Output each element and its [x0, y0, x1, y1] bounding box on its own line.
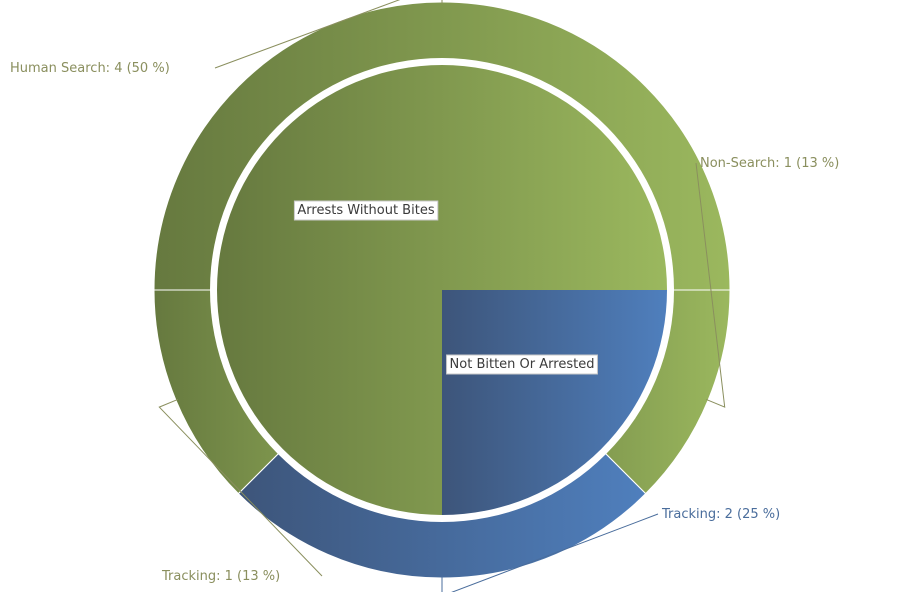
outer-label-tracking-1-13: Tracking: 1 (13 %) [161, 569, 280, 584]
outer-label-tracking-2-25: Tracking: 2 (25 %) [661, 507, 780, 522]
outer-label-non-search-1-13: Non-Search: 1 (13 %) [700, 156, 839, 171]
inner-slice-not-bitten-or-arrested [442, 290, 667, 515]
leader-line-tracking-1-13 [158, 398, 323, 577]
outer-label-human-search-4-50: Human Search: 4 (50 %) [10, 61, 170, 76]
labels: Non-Search: 1 (13 %) Tracking: 2 (25 %) Tr… [10, 61, 839, 584]
leader-line-tracking-2-25 [441, 513, 659, 592]
leader-line-non-search-1-13 [695, 162, 726, 408]
svg-text:Not Bitten Or Arrested: Not Bitten Or Arrested [450, 357, 595, 372]
svg-text:Arrests Without Bites: Arrests Without Bites [297, 203, 434, 218]
leader-lines [158, 0, 726, 592]
inner-label-arrests-without-bites: Arrests Without Bites [293, 200, 439, 221]
inner-label-not-bitten-or-arrested: Not Bitten Or Arrested [446, 354, 598, 375]
inner-label-box [446, 354, 598, 375]
leader-line-human-search-4-50 [214, 0, 443, 69]
inner-ring [210, 58, 674, 522]
inner-label-box [293, 200, 439, 221]
